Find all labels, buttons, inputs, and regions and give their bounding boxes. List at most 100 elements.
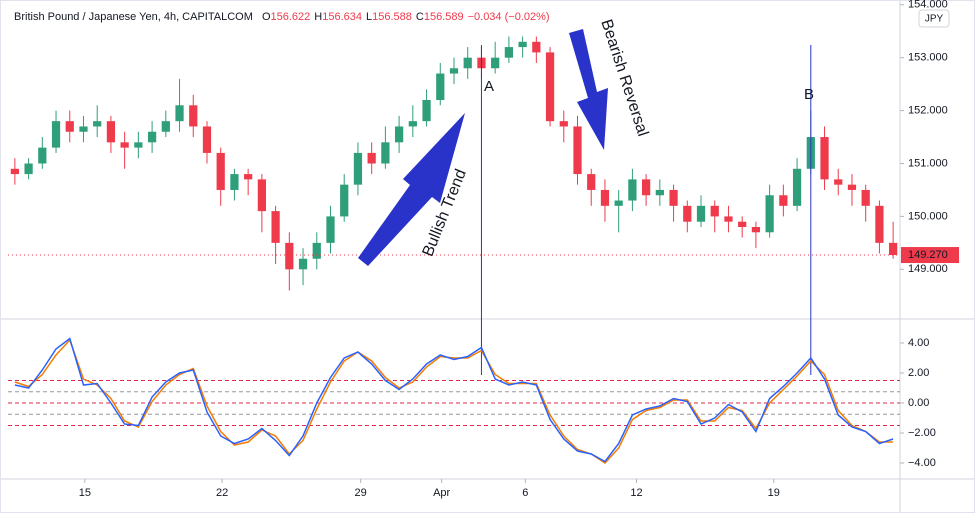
candle-body xyxy=(202,126,212,153)
x-tick-label: 22 xyxy=(216,487,228,499)
y-tick-label: 0.00 xyxy=(908,397,929,409)
candle-body xyxy=(285,242,294,270)
candle-body xyxy=(820,137,829,180)
candle-body xyxy=(147,131,157,143)
x-tick-label: Apr xyxy=(433,487,450,499)
candle-body xyxy=(257,179,266,212)
candle-body xyxy=(51,121,61,148)
candle-body xyxy=(353,152,363,185)
ohlc-key: L xyxy=(366,11,372,23)
candle-body xyxy=(614,200,623,206)
candle-body xyxy=(93,121,102,127)
x-tick-label: 15 xyxy=(79,487,91,499)
x-tick-label: 19 xyxy=(768,487,780,499)
candle-body xyxy=(628,179,637,201)
annotation: B xyxy=(804,86,814,103)
y-tick-label: 2.00 xyxy=(908,367,929,379)
candle-body xyxy=(436,73,445,101)
candle-body xyxy=(230,174,239,190)
oscillator-line xyxy=(14,338,894,464)
candle-body xyxy=(463,57,472,69)
candle-body xyxy=(65,121,74,132)
candle-body xyxy=(724,216,733,222)
y-tick-label: 151.000 xyxy=(908,157,948,169)
y-tick-label: 153.000 xyxy=(908,52,948,64)
candle-body xyxy=(642,179,651,196)
currency-box xyxy=(918,9,950,28)
candle-body xyxy=(655,189,664,196)
candle-body xyxy=(889,242,898,256)
candle-body xyxy=(504,47,514,58)
candle-body xyxy=(340,184,349,217)
y-tick-label: 4.00 xyxy=(908,337,929,349)
oscillator-line xyxy=(14,337,894,463)
candle-body xyxy=(779,195,788,206)
ohlc-value: 156.634 xyxy=(322,11,362,23)
candle-body xyxy=(573,126,582,175)
candle-body xyxy=(861,189,870,206)
candle-body xyxy=(298,258,308,270)
candle-body xyxy=(408,121,417,127)
candle-body xyxy=(326,216,335,243)
candle-body xyxy=(312,242,321,259)
y-tick-label: 152.000 xyxy=(908,104,948,116)
candle-body xyxy=(394,126,404,143)
y-tick-label: 154.000 xyxy=(908,0,948,11)
candle-body xyxy=(765,195,774,233)
candle-body xyxy=(175,105,184,122)
candle-body xyxy=(834,179,843,185)
candle-body xyxy=(738,221,747,227)
candle-body xyxy=(559,121,568,127)
currency: JPY xyxy=(925,14,944,25)
candle-body xyxy=(189,105,198,127)
candle-body xyxy=(271,211,280,243)
candle-body xyxy=(669,189,678,206)
candle-body xyxy=(518,41,527,48)
y-tick-label: −2.00 xyxy=(908,427,936,439)
y-tick-label: 149.000 xyxy=(908,263,948,275)
header-legend: British Pound / Japanese Yen, 4h, CAPITA… xyxy=(14,11,550,23)
y-tick-label: −4.00 xyxy=(908,457,936,469)
x-tick-label: 29 xyxy=(355,487,367,499)
candle-body xyxy=(875,205,884,243)
candle-body xyxy=(134,142,143,148)
candle-body xyxy=(106,121,116,143)
bearish-arrow xyxy=(569,29,608,150)
symbol: British Pound / Japanese Yen, 4h, CAPITA… xyxy=(14,11,253,23)
ohlc-key: C xyxy=(416,11,424,23)
last-price-label: 149.270 xyxy=(908,249,948,261)
bullish-arrow xyxy=(358,113,465,266)
ohlc-value: 156.622 xyxy=(271,11,311,23)
x-tick-label: 6 xyxy=(522,487,528,499)
last-price-box xyxy=(901,247,959,264)
candle-body xyxy=(491,57,500,69)
candle-body xyxy=(696,205,706,222)
ohlc-value: 156.589 xyxy=(424,11,464,23)
candle-body xyxy=(545,52,555,122)
candle-body xyxy=(847,184,857,190)
candle-body xyxy=(161,121,170,132)
candle-body xyxy=(367,152,376,164)
ohlc-key: H xyxy=(314,11,322,23)
header: British Pound / Japanese Yen, 4h, CAPITA… xyxy=(14,11,550,23)
candle-body xyxy=(600,189,610,206)
candle-body xyxy=(532,41,541,53)
candle-body xyxy=(244,174,253,180)
candle-body xyxy=(422,100,431,122)
ohlc-key: O xyxy=(262,11,271,23)
x-tick-label: 12 xyxy=(630,487,642,499)
candle-body xyxy=(216,152,225,190)
candle-body xyxy=(24,163,33,175)
annotation: A xyxy=(484,78,494,95)
candle-body xyxy=(449,68,459,74)
y-tick-label: 150.000 xyxy=(908,210,948,222)
candle-body xyxy=(120,142,129,148)
candle-body xyxy=(79,126,88,132)
candle-body xyxy=(10,168,19,175)
candle-body xyxy=(751,226,761,233)
ohlc-value: 156.588 xyxy=(372,11,412,23)
change: −0.034 (−0.02%) xyxy=(468,11,550,23)
candle-body xyxy=(792,168,802,206)
